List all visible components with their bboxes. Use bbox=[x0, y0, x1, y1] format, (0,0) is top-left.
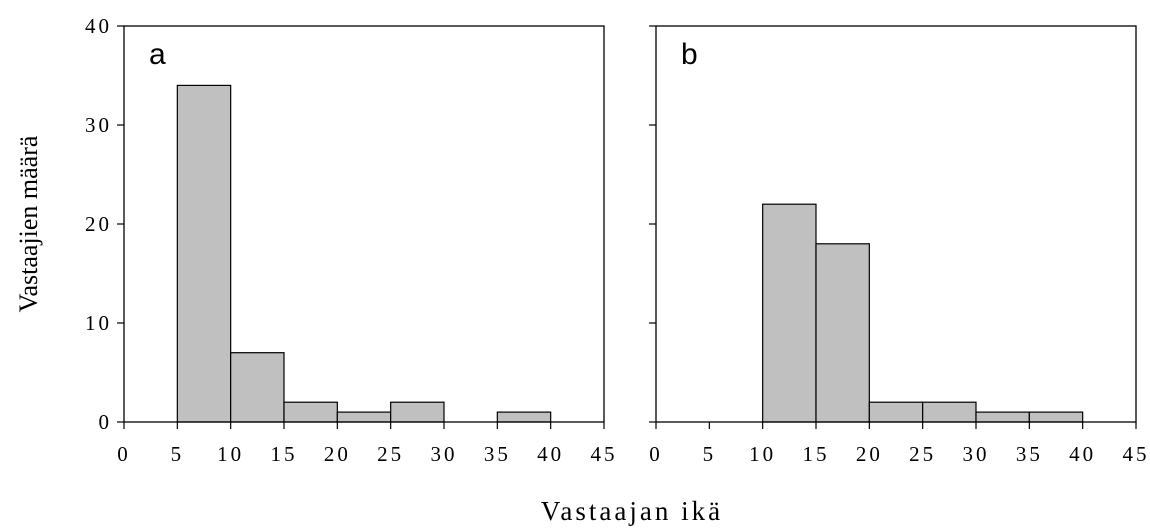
y-tick-label: 0 bbox=[99, 410, 113, 434]
x-tick-label: 35 bbox=[484, 442, 511, 466]
x-tick-label: 30 bbox=[963, 442, 990, 466]
x-tick-label: 10 bbox=[749, 442, 776, 466]
histogram-bar bbox=[176, 84, 232, 423]
y-tick-label: 20 bbox=[85, 212, 112, 236]
x-tick-label: 45 bbox=[1123, 442, 1150, 466]
panel-letter: a bbox=[149, 38, 166, 71]
x-tick-label: 20 bbox=[324, 442, 351, 466]
histogram-bar bbox=[762, 203, 817, 423]
x-tick-label: 30 bbox=[431, 442, 458, 466]
x-axis-label: Vastaajan ikä bbox=[541, 496, 723, 526]
histogram-bar bbox=[975, 411, 1030, 423]
histogram-bar bbox=[390, 401, 445, 423]
panel-b: 0 5 10 15 20 25 30 35 40 45 b bbox=[649, 25, 1150, 466]
histogram-bar bbox=[922, 401, 977, 423]
x-tick-label: 45 bbox=[591, 442, 618, 466]
y-tick-label: 30 bbox=[85, 113, 112, 137]
panel-a: 0 10 20 30 40 0 5 10 15 20 25 30 35 40 45 a bbox=[85, 14, 618, 466]
x-tick-label: 5 bbox=[171, 442, 185, 466]
x-tick-label: 20 bbox=[856, 442, 883, 466]
x-tick-label: 40 bbox=[537, 442, 564, 466]
x-tick-label: 25 bbox=[377, 442, 404, 466]
x-tick-label: 40 bbox=[1069, 442, 1096, 466]
x-tick-label: 35 bbox=[1016, 442, 1043, 466]
histogram-bar bbox=[1028, 411, 1084, 423]
plot-frame bbox=[655, 25, 1137, 423]
x-tick-label: 10 bbox=[217, 442, 244, 466]
x-tick-label: 15 bbox=[271, 442, 298, 466]
y-tick-label: 10 bbox=[85, 311, 112, 335]
y-tick-label: 40 bbox=[85, 14, 112, 38]
x-tick-label: 15 bbox=[803, 442, 830, 466]
x-tick-label: 25 bbox=[909, 442, 936, 466]
x-tick-label: 5 bbox=[703, 442, 717, 466]
histogram-bar bbox=[815, 243, 870, 423]
y-axis-label: Vastaajien määrä bbox=[14, 135, 43, 312]
x-tick-label: 0 bbox=[117, 442, 131, 466]
histogram-bar bbox=[283, 401, 338, 423]
histogram-bar bbox=[496, 411, 552, 423]
panel-letter: b bbox=[681, 38, 698, 71]
histogram-bar bbox=[336, 411, 392, 423]
x-tick-label: 0 bbox=[649, 442, 663, 466]
histogram-bar bbox=[868, 401, 924, 423]
histogram-bar bbox=[230, 352, 285, 423]
